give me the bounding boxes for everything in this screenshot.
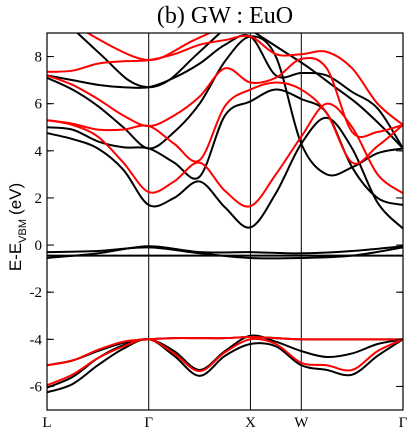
plot-frame xyxy=(46,32,404,411)
y-axis-label-unit: (eV) xyxy=(6,183,25,215)
y-axis-label-main: E-E xyxy=(6,243,25,271)
band-line-4 xyxy=(47,335,403,367)
y-tick-label: 8 xyxy=(35,50,43,66)
y-tick-label: 4 xyxy=(35,144,43,160)
band-line-1 xyxy=(47,334,403,389)
x-tick-label: L xyxy=(42,415,51,431)
band-line-0 xyxy=(47,338,403,394)
band-line-16 xyxy=(47,57,403,138)
y-tick-label: -6 xyxy=(30,379,43,395)
band-line-5 xyxy=(47,245,403,260)
chart-title: (b) GW : EuO xyxy=(157,3,293,29)
svg-text:E-EVBM(eV): E-EVBM (eV) xyxy=(6,183,29,271)
band-line-11 xyxy=(47,34,403,150)
band-line-3 xyxy=(47,337,403,387)
band-line-18 xyxy=(86,33,211,62)
band-line-12 xyxy=(76,33,221,89)
x-tick-label: Γ xyxy=(399,415,408,431)
y-tick-label: 0 xyxy=(35,238,43,254)
x-tick-label: Γ xyxy=(144,415,153,431)
band-line-10 xyxy=(47,35,403,177)
band-line-14 xyxy=(47,102,403,208)
band-line-8 xyxy=(47,116,403,230)
y-tick-label: -4 xyxy=(30,332,43,348)
y-tick-label: -2 xyxy=(30,285,43,301)
band-line-13 xyxy=(254,33,403,150)
band-lines xyxy=(47,33,403,394)
x-tick-label: W xyxy=(294,415,309,431)
y-tick-label: 2 xyxy=(35,191,43,207)
band-line-15 xyxy=(47,81,403,165)
y-axis-label: E-EVBM (eV) xyxy=(6,183,29,271)
y-tick-label: 6 xyxy=(35,97,43,113)
band-line-17 xyxy=(47,34,403,126)
plot-area xyxy=(148,33,302,410)
y-axis-label-subscript: VBM xyxy=(17,219,29,243)
x-tick-label: X xyxy=(245,415,256,431)
axis-ticks: -6 -4 -2 0 2 4 6 8 L Γ X W Γ xyxy=(30,50,408,431)
